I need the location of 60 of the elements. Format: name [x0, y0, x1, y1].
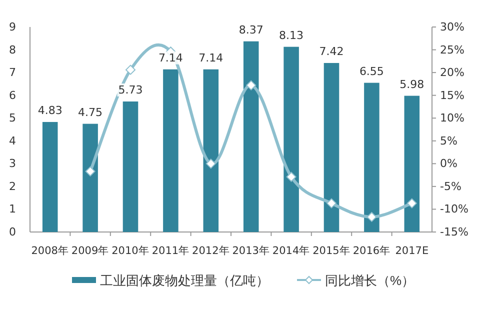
- x-tick-label: 2013年: [232, 245, 270, 257]
- x-tick-label: 2014年: [272, 245, 310, 257]
- bar: [364, 82, 380, 232]
- x-tick-label: 2009年: [71, 245, 110, 257]
- point: [406, 198, 417, 208]
- x-tick-label: 2008年: [31, 245, 69, 257]
- point: [326, 198, 336, 208]
- y2-tick-label: 20%: [440, 66, 464, 80]
- point: [366, 212, 377, 222]
- bar: [284, 46, 299, 232]
- bar: [42, 122, 58, 232]
- data-label: 4.75: [78, 106, 103, 119]
- point: [206, 158, 216, 169]
- x-tick-label: 2016年: [352, 245, 391, 257]
- data-label: 7.14: [198, 51, 224, 64]
- data-label: 8.13: [279, 28, 304, 42]
- bar: [243, 41, 259, 232]
- y2-tick-label: 25%: [440, 43, 464, 56]
- y-tick-label: 2: [9, 180, 16, 193]
- y-tick-label: 6: [9, 88, 16, 102]
- y2-tick-label: 5%: [440, 134, 458, 148]
- y-tick-label: 8: [9, 43, 16, 56]
- y-tick-label: 9: [9, 20, 16, 34]
- y2-tick-label: 10%: [440, 112, 464, 125]
- x-tick-label: 2012年: [192, 245, 230, 257]
- y-tick-label: 4: [9, 134, 16, 148]
- y2-tick-label: -10%: [440, 202, 468, 216]
- x-tick-label: 2017E: [395, 245, 429, 257]
- y-tick-label: 7: [9, 66, 16, 80]
- x-tick-label: 2010年: [112, 245, 150, 257]
- y2-tick-label: -5%: [440, 180, 462, 193]
- y-tick-label: 5: [9, 112, 16, 125]
- point: [286, 172, 296, 182]
- data-label: 5.73: [118, 83, 143, 96]
- bar: [203, 69, 219, 232]
- bar: [122, 101, 138, 232]
- y2-tick-label: 0%: [440, 157, 458, 170]
- data-label: 5.98: [400, 78, 424, 91]
- data-label: 4.83: [38, 104, 62, 117]
- y2-tick-label: -15%: [440, 226, 468, 238]
- data-label: 8.37: [238, 23, 264, 36]
- legend-label: 同比增长（%）: [325, 273, 415, 288]
- point: [126, 64, 136, 75]
- bar: [82, 124, 98, 232]
- y-tick-label: 0: [9, 226, 16, 238]
- x-tick-label: 2015年: [312, 245, 350, 257]
- data-label: 7.14: [158, 51, 183, 64]
- bar: [163, 69, 178, 232]
- legend-label: 工业固体废物处理量（亿吨）: [100, 273, 269, 288]
- y-tick-label: 3: [9, 157, 16, 170]
- point: [85, 166, 96, 176]
- data-label: 7.42: [319, 44, 344, 58]
- bar: [324, 62, 340, 232]
- y-tick-label: 1: [9, 202, 16, 216]
- bar: [404, 96, 420, 232]
- y2-tick-label: 30%: [440, 20, 464, 34]
- data-label: 6.55: [359, 64, 384, 78]
- x-tick-label: 2011年: [152, 245, 190, 257]
- point: [246, 80, 256, 90]
- y2-tick-label: 15%: [440, 88, 464, 102]
